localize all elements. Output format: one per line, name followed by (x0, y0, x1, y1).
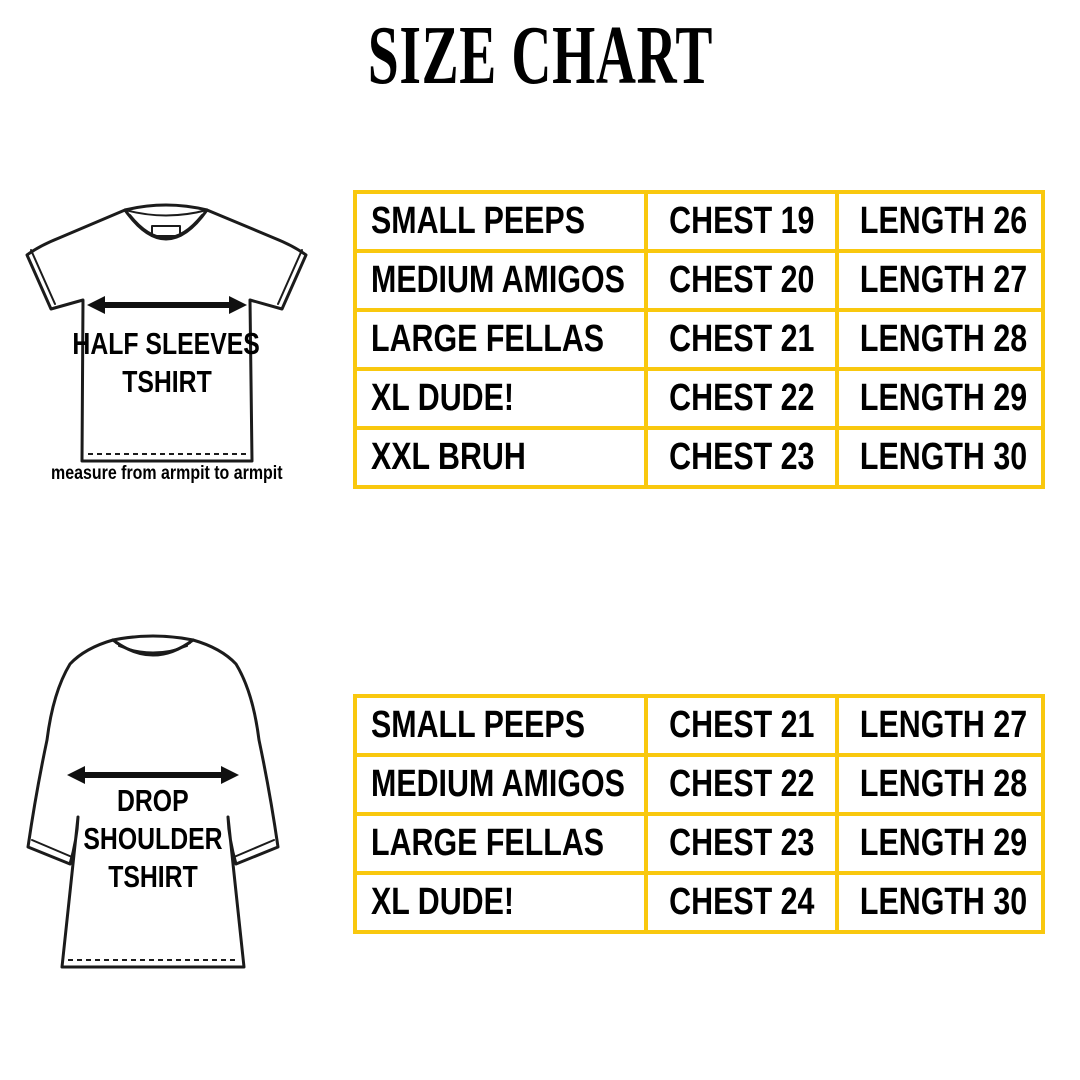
size-cell: MEDIUM AMIGOS (353, 753, 648, 816)
chest-cell: CHEST 22 (644, 367, 839, 430)
table-row: SMALL PEEPS CHEST 19 LENGTH 26 (353, 190, 1045, 253)
length-cell: LENGTH 27 (835, 249, 1045, 312)
size-cell: SMALL PEEPS (353, 190, 648, 253)
chest-cell: CHEST 23 (644, 426, 839, 489)
half-sleeves-tshirt-drawing (25, 203, 308, 463)
collar-inner-curve (118, 645, 188, 654)
half-sleeves-label: HALF SLEEVES TSHIRT (15, 328, 318, 404)
length-cell: LENGTH 30 (835, 871, 1045, 934)
left-cuff-seam (31, 839, 73, 858)
collar-back-line (124, 209, 208, 217)
measure-caption: measure from armpit to armpit (15, 463, 318, 485)
neck-label-tag (151, 225, 181, 237)
length-cell: LENGTH 28 (835, 308, 1045, 371)
half-sleeves-size-table: SMALL PEEPS CHEST 19 LENGTH 26 MEDIUM AM… (353, 190, 1045, 489)
length-cell: LENGTH 30 (835, 426, 1045, 489)
right-body-seam (227, 816, 245, 968)
page-title-text: SIZE CHART (367, 9, 713, 102)
drop-shoulder-label-line3: TSHIRT (108, 859, 198, 894)
chest-cell: CHEST 20 (644, 249, 839, 312)
left-body-seam (61, 816, 79, 968)
length-cell: LENGTH 27 (835, 694, 1045, 757)
chest-cell: CHEST 21 (644, 694, 839, 757)
table-row: LARGE FELLAS CHEST 21 LENGTH 28 (353, 308, 1045, 371)
size-cell: MEDIUM AMIGOS (353, 249, 648, 312)
size-cell: XL DUDE! (353, 871, 648, 934)
table-row: LARGE FELLAS CHEST 23 LENGTH 29 (353, 812, 1045, 875)
drop-shoulder-label-line2: SHOULDER (83, 821, 223, 856)
chest-cell: CHEST 21 (644, 308, 839, 371)
table-row: SMALL PEEPS CHEST 21 LENGTH 27 (353, 694, 1045, 757)
right-cuff-seam (277, 249, 303, 305)
drop-shoulder-label-line1: DROP (117, 783, 189, 818)
size-cell: SMALL PEEPS (353, 694, 648, 757)
measure-caption-text: measure from armpit to armpit (50, 463, 283, 484)
table-row: XL DUDE! CHEST 22 LENGTH 29 (353, 367, 1045, 430)
table-row: MEDIUM AMIGOS CHEST 22 LENGTH 28 (353, 753, 1045, 816)
chest-cell: CHEST 24 (644, 871, 839, 934)
size-cell: XL DUDE! (353, 367, 648, 430)
drop-shoulder-size-table: SMALL PEEPS CHEST 21 LENGTH 27 MEDIUM AM… (353, 694, 1045, 934)
half-sleeves-label-line1: HALF SLEEVES (72, 326, 261, 361)
table-row: XL DUDE! CHEST 24 LENGTH 30 (353, 871, 1045, 934)
chest-cell: CHEST 22 (644, 753, 839, 816)
size-cell: XXL BRUH (353, 426, 648, 489)
left-cuff-seam (30, 249, 56, 305)
table-row: MEDIUM AMIGOS CHEST 20 LENGTH 27 (353, 249, 1045, 312)
collar-inner-curve (129, 214, 203, 239)
table-row: XXL BRUH CHEST 23 LENGTH 30 (353, 426, 1045, 489)
chest-width-arrow-icon (67, 766, 239, 784)
size-cell: LARGE FELLAS (353, 308, 648, 371)
drop-shoulder-tshirt-drawing (26, 634, 280, 969)
length-cell: LENGTH 29 (835, 367, 1045, 430)
length-cell: LENGTH 28 (835, 753, 1045, 816)
size-cell: LARGE FELLAS (353, 812, 648, 875)
right-cuff-seam (233, 839, 275, 858)
chest-width-arrow-icon (87, 296, 247, 314)
page-title: SIZE CHART (0, 14, 1080, 98)
half-sleeves-label-line2: TSHIRT (121, 364, 212, 399)
chest-cell: CHEST 23 (644, 812, 839, 875)
length-cell: LENGTH 26 (835, 190, 1045, 253)
drop-shoulder-tshirt-illustration: DROP SHOULDER TSHIRT (20, 612, 286, 987)
length-cell: LENGTH 29 (835, 812, 1045, 875)
drop-shoulder-label: DROP SHOULDER TSHIRT (20, 785, 286, 899)
chest-cell: CHEST 19 (644, 190, 839, 253)
half-sleeves-tshirt-illustration: HALF SLEEVES TSHIRT (15, 188, 318, 475)
